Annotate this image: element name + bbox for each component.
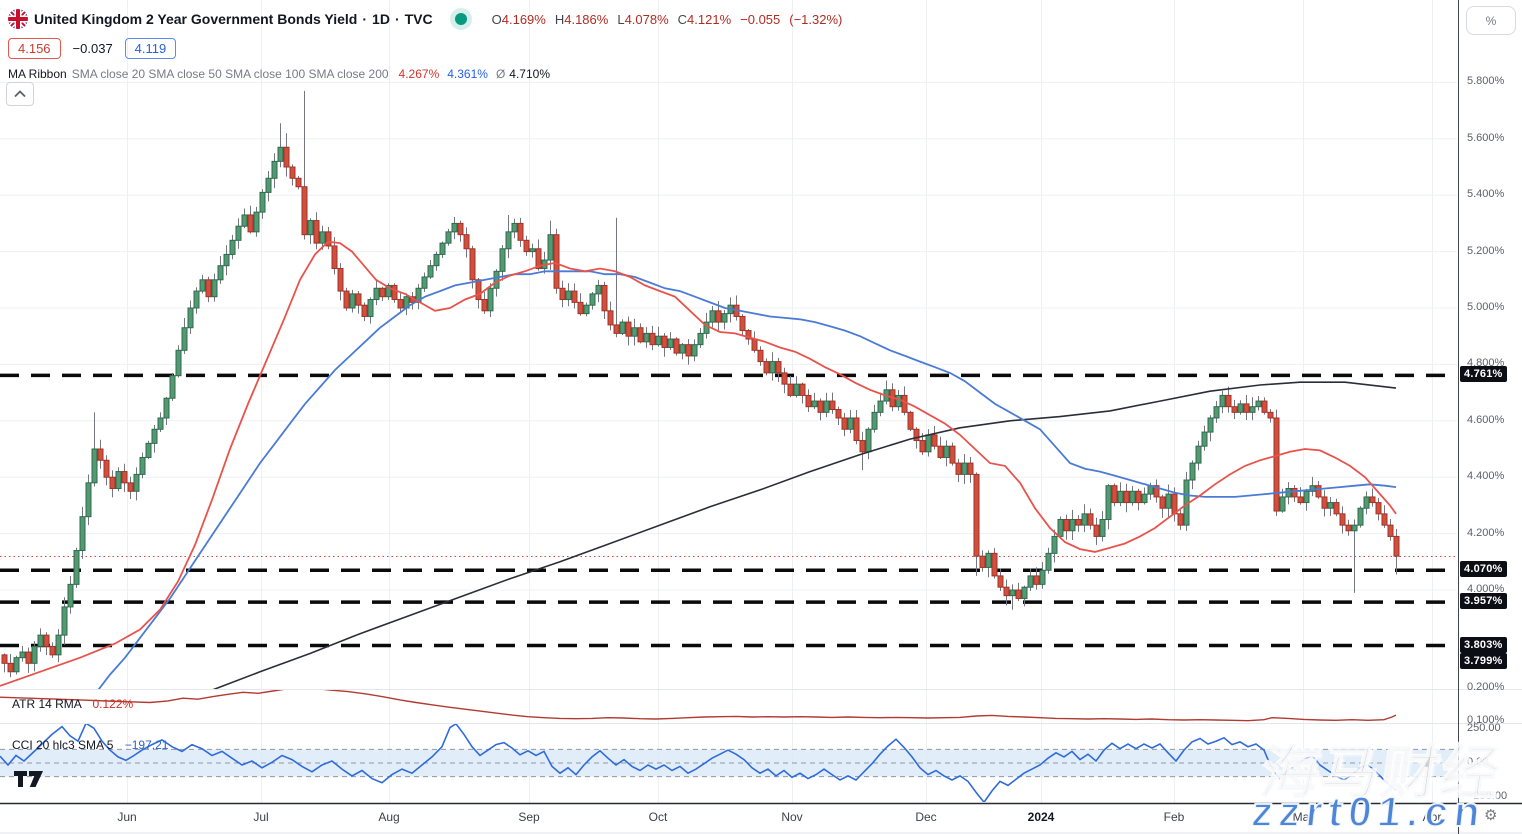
time-label-feb: Feb <box>1163 810 1185 824</box>
atr-line <box>0 690 1397 722</box>
high-label: H <box>554 11 565 27</box>
cci-label: CCI 20 hlc3 SMA 5 <box>12 738 114 752</box>
collapse-legend-button[interactable] <box>6 82 34 106</box>
time-label-apr: Apr <box>1422 810 1442 824</box>
ma-avg-value: 4.710% <box>509 67 550 81</box>
ma-ribbon-lines <box>0 240 1397 689</box>
atr-tick: 0.100% <box>1467 714 1505 726</box>
cci-tick: −250.00 <box>1467 790 1508 802</box>
legend: United Kingdom 2 Year Government Bonds Y… <box>8 6 842 83</box>
time-label-dec: Dec <box>915 810 937 824</box>
price-level-lines[interactable] <box>0 373 1457 648</box>
atr-value: 0.122% <box>92 697 134 711</box>
symbol-title[interactable]: United Kingdom 2 Year Government Bonds Y… <box>34 11 358 27</box>
change-value: −0.055 <box>740 11 781 27</box>
time-label-jul: Jul <box>253 810 269 824</box>
open-value: 4.169% <box>501 11 546 27</box>
cci-tick: 0.00 <box>1467 756 1489 768</box>
spread-value: −0.037 <box>72 40 113 56</box>
price-tick: 5.800% <box>1467 75 1505 88</box>
time-label-nov: Nov <box>781 810 803 824</box>
price-tick: 4.600% <box>1467 413 1505 426</box>
sma100-line <box>97 270 1397 689</box>
cci-band <box>0 748 1457 778</box>
cci-line <box>0 724 1397 802</box>
ma-mid-value: 4.361% <box>447 67 488 81</box>
sma200-line <box>212 381 1397 689</box>
cci-tick: 250.00 <box>1467 722 1501 734</box>
ma-ribbon-params: SMA close 20 SMA close 50 SMA close 100 … <box>71 67 389 81</box>
atr-label: ATR 14 RMA <box>12 697 82 711</box>
ma-ribbon-title[interactable]: MA Ribbon <box>8 67 67 81</box>
uk-flag-icon <box>8 9 28 29</box>
atr-pane-legend[interactable]: ATR 14 RMA 0.122% <box>12 697 133 711</box>
price-tick: 5.000% <box>1467 301 1505 313</box>
price-level-badge: 4.070% <box>1460 561 1507 578</box>
time-scale[interactable]: Jun Jul Aug Sep Oct Nov Dec 2024 Feb Mar Apr <box>0 804 1522 834</box>
ohlc-values: O 4.169% H 4.186% L 4.078% C 4.121% −0.055 (… <box>483 12 843 27</box>
low-label: L <box>617 11 625 27</box>
candlestick-series[interactable] <box>1 90 1400 678</box>
exchange-label: TVC <box>404 11 433 27</box>
price-tick: 5.200% <box>1467 244 1505 257</box>
percent-scale-button[interactable]: % <box>1466 6 1516 35</box>
price-level-badge: 3.803% <box>1460 636 1507 653</box>
price-tick: 4.200% <box>1467 526 1505 539</box>
ma-fast-value: 4.267% <box>398 67 440 81</box>
time-label-mar: Mar <box>1292 810 1314 824</box>
price-tick: 5.400% <box>1467 188 1505 201</box>
price-level-badge: 3.957% <box>1460 593 1507 610</box>
ask-badge[interactable]: 4.119 <box>124 37 177 59</box>
close-value: 4.121% <box>687 11 732 27</box>
gridlines <box>0 0 1457 803</box>
ma-avg-prefix: Ø <box>495 67 506 81</box>
time-label-oct: Oct <box>648 810 668 824</box>
chevron-up-icon <box>14 90 26 98</box>
time-label-aug: Aug <box>378 810 400 824</box>
timezone-settings-gear-icon[interactable]: ⚙ <box>1484 807 1498 824</box>
price-scale[interactable]: % 5.800% 5.600% 5.400% 5.200% 5.000% 4.800% 4.… <box>1459 0 1522 834</box>
close-label: C <box>677 11 688 27</box>
time-label-2024: 2024 <box>1027 810 1055 824</box>
price-tick: 4.000% <box>1467 583 1505 595</box>
high-value: 4.186% <box>564 11 609 27</box>
tradingview-logo-icon[interactable] <box>14 770 46 793</box>
title-separator: · <box>362 11 368 27</box>
price-tick: 4.400% <box>1467 470 1505 483</box>
title-separator2: · <box>394 11 400 27</box>
time-label-sep: Sep <box>518 810 540 824</box>
change-percent: (−1.32%) <box>789 11 843 27</box>
price-level-badge: 3.799% <box>1460 653 1507 670</box>
open-label: O <box>491 11 502 27</box>
low-value: 4.078% <box>624 11 669 27</box>
market-status-dot[interactable] <box>454 13 467 25</box>
sma20-line <box>0 240 1397 687</box>
price-level-badge: 4.761% <box>1460 366 1507 383</box>
atr-tick: 0.200% <box>1467 681 1505 693</box>
cci-pane-legend[interactable]: CCI 20 hlc3 SMA 5 −197.21 <box>12 738 168 752</box>
price-tick: 5.600% <box>1467 131 1505 144</box>
interval-label[interactable]: 1D <box>372 11 390 27</box>
bid-badge[interactable]: 4.156 <box>8 37 61 59</box>
cci-value: −197.21 <box>124 738 169 752</box>
time-label-jun: Jun <box>117 810 137 824</box>
